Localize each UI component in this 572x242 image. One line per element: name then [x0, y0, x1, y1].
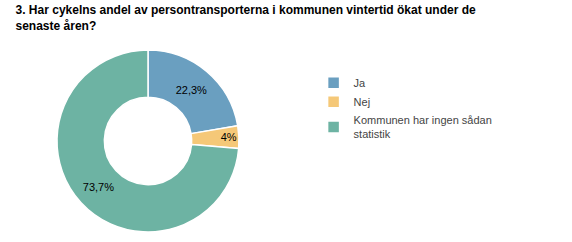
svg-text:4%: 4%	[221, 131, 237, 143]
svg-text:Kommunen har ingen sådanstatis: Kommunen har ingen sådanstatistik	[354, 114, 492, 140]
svg-text:73,7%: 73,7%	[83, 181, 114, 193]
svg-text:Ja: Ja	[354, 77, 367, 89]
svg-text:3. Har cykelns andel av person: 3. Har cykelns andel av persontransporte…	[16, 3, 476, 33]
svg-text:Nej: Nej	[354, 96, 371, 108]
svg-text:22,3%: 22,3%	[176, 84, 207, 96]
